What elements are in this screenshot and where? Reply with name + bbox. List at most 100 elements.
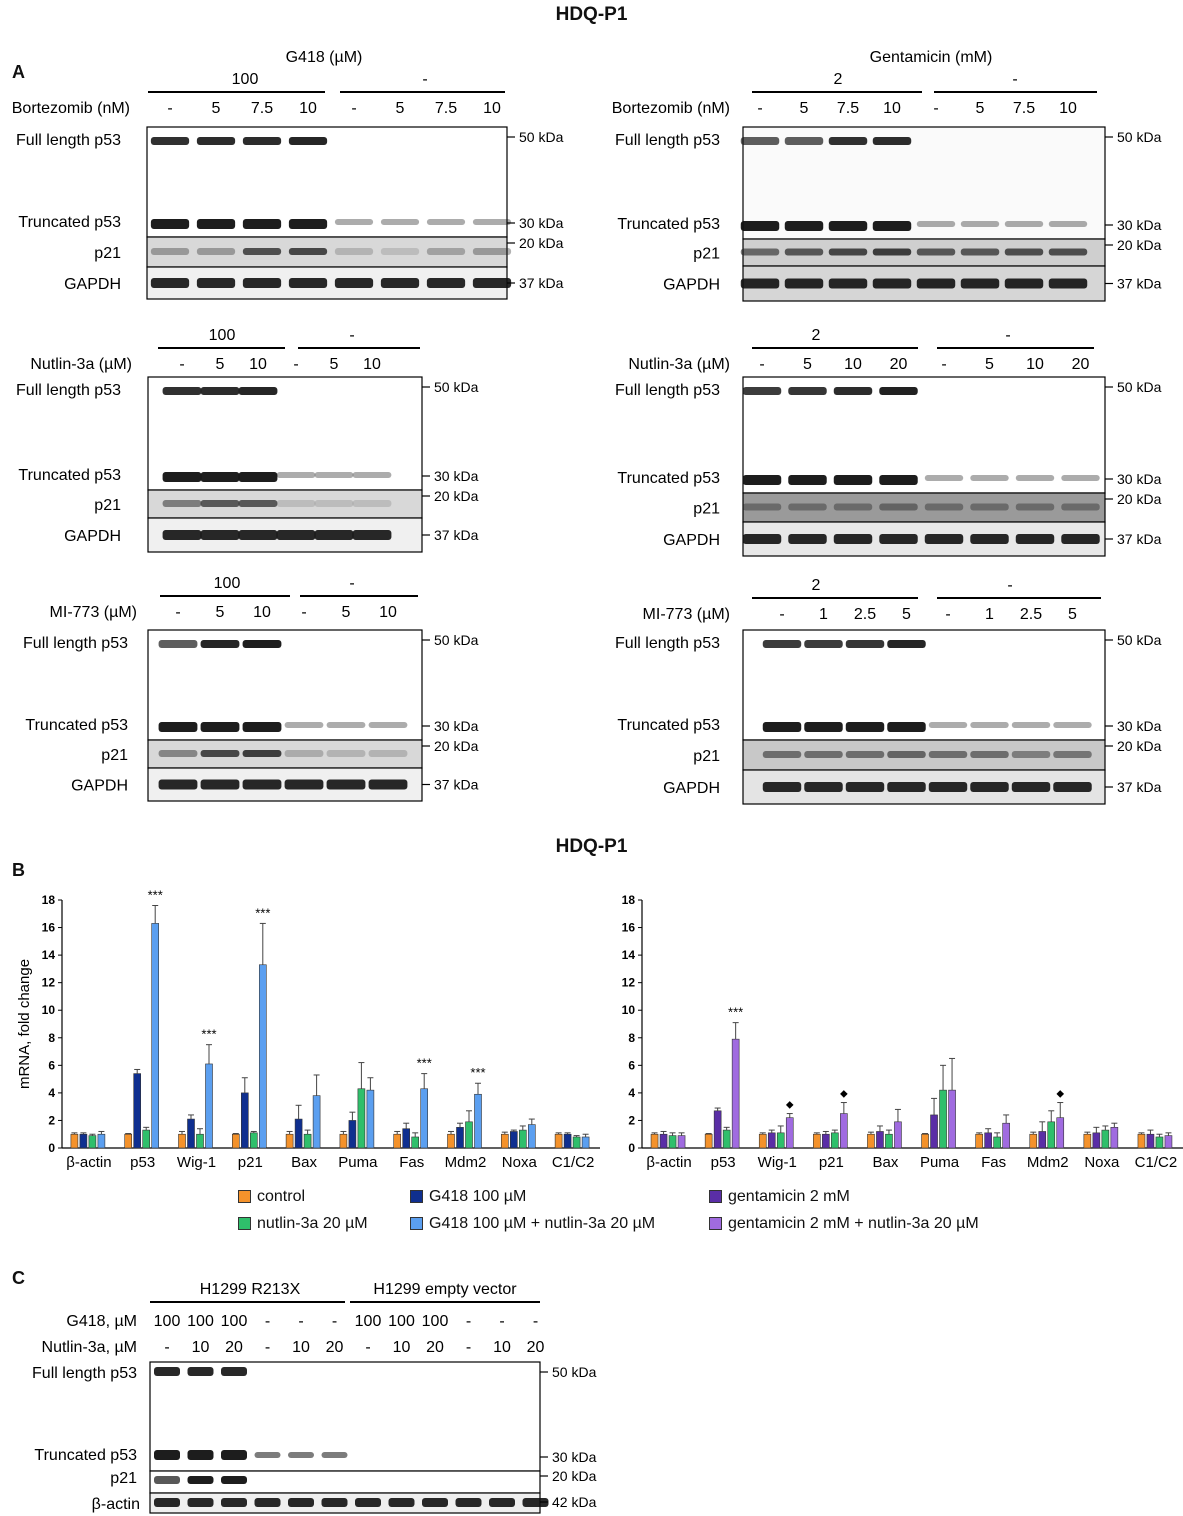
- lane-label: 10: [393, 1339, 411, 1356]
- bar: [474, 1093, 482, 1149]
- significance-mark: ***: [417, 1056, 432, 1071]
- kda-label: 30 kDa: [1117, 718, 1162, 734]
- y-tick-label: 16: [42, 921, 56, 935]
- bar: [921, 1133, 929, 1149]
- kda-label: 30 kDa: [519, 215, 564, 231]
- blot-p21: [742, 492, 1106, 523]
- lane-label: -: [779, 606, 784, 623]
- band-truncated: [200, 722, 240, 732]
- group-title: H1299 R213X: [200, 1281, 301, 1298]
- chart-g418-mrna: 0 2 4 6 8 10 12 14 16 18 mRNA, fold change β-actin p…: [16, 888, 600, 1171]
- lane-label: 10: [844, 356, 862, 373]
- western-blot-panel-c: H1299 R213X H1299 empty vector G418, µM Nut…: [32, 1281, 597, 1514]
- treatment-label: MI-773 (µM): [50, 604, 137, 621]
- band-loading: [368, 779, 408, 790]
- lane-label: 5: [216, 356, 225, 373]
- band-p21: [872, 248, 912, 256]
- bar: [527, 1124, 536, 1149]
- kda-label: 37 kDa: [1117, 531, 1162, 547]
- x-tick-label: p21: [819, 1154, 844, 1171]
- band-p21: [887, 751, 926, 758]
- bar: [312, 1095, 321, 1149]
- kda-label: 42 kDa: [552, 1494, 597, 1510]
- band-full-length: [879, 387, 918, 395]
- band-full-length: [762, 640, 802, 648]
- blot-p53: [742, 126, 1106, 240]
- band-truncated: [242, 219, 282, 229]
- band-full-length: [828, 137, 868, 145]
- band-loading: [970, 534, 1009, 544]
- bar: [939, 1089, 947, 1149]
- y-tick-label: 0: [628, 1141, 635, 1155]
- band-loading: [388, 1498, 415, 1507]
- bar: [1047, 1121, 1056, 1149]
- bar: [124, 1133, 132, 1149]
- lane-label: 5: [803, 356, 812, 373]
- bar: [930, 1114, 938, 1149]
- band-loading: [804, 782, 843, 792]
- legend-item-g418: G418 100 µM: [410, 1188, 526, 1206]
- group-value: 100: [232, 71, 259, 88]
- treatment-label: Nutlin-3a (µM): [628, 356, 730, 373]
- bar: [1110, 1127, 1119, 1149]
- bar: [767, 1132, 776, 1149]
- legend-item-g418-nutlin: G418 100 µM + nutlin-3a 20 µM: [410, 1215, 655, 1233]
- x-tick-label: Fas: [399, 1154, 424, 1171]
- bar: [581, 1136, 590, 1149]
- lane-label: 100: [154, 1313, 181, 1330]
- band-loading: [196, 278, 236, 288]
- bar: [572, 1136, 581, 1149]
- x-tick-label: Wig-1: [177, 1154, 216, 1171]
- band-loading: [242, 278, 282, 288]
- blot-p21: [147, 739, 423, 769]
- row-label-full-length: Full length p53: [16, 382, 121, 399]
- lane-label: 7.5: [1013, 100, 1035, 117]
- bar: [731, 1038, 740, 1149]
- band-p21: [928, 751, 968, 758]
- band-p21: [368, 750, 408, 757]
- treatment-label-g418: G418, µM: [66, 1313, 137, 1330]
- band-p21: [970, 751, 1009, 758]
- band-truncated: [1015, 475, 1055, 481]
- x-tick-label: Puma: [338, 1154, 378, 1171]
- band-truncated: [352, 472, 392, 478]
- band-p21: [879, 503, 918, 511]
- blot-p53: [742, 376, 1106, 494]
- band-truncated: [872, 221, 912, 231]
- band-truncated: [254, 1452, 281, 1458]
- bar: [97, 1133, 106, 1149]
- legend-label: control: [257, 1188, 306, 1205]
- row-label-full-length: Full length p53: [615, 132, 720, 149]
- row-label-p21: p21: [94, 497, 121, 514]
- band-p21: [314, 500, 354, 507]
- band-truncated: [242, 722, 282, 732]
- band-loading: [314, 530, 354, 540]
- band-p21: [154, 1476, 180, 1484]
- y-tick-label: 8: [628, 1031, 635, 1045]
- bar: [1056, 1117, 1065, 1149]
- x-tick-label: Puma: [920, 1154, 960, 1171]
- bar: [975, 1133, 983, 1149]
- band-full-length: [158, 640, 198, 648]
- kda-label: 37 kDa: [434, 527, 479, 543]
- significance-mark: ◆: [840, 1089, 848, 1100]
- bar: [348, 1120, 357, 1149]
- band-truncated: [970, 475, 1009, 481]
- y-tick-label: 2: [48, 1113, 55, 1127]
- band-truncated: [740, 221, 780, 231]
- group-value: -: [422, 71, 427, 88]
- significance-mark: ***: [201, 1027, 216, 1042]
- band-p21: [1053, 751, 1092, 758]
- bar: [1146, 1133, 1155, 1149]
- band-p21: [242, 248, 282, 255]
- band-loading: [522, 1498, 549, 1507]
- band-truncated: [314, 472, 354, 478]
- lane-label: 20: [225, 1339, 243, 1356]
- group-value: -: [1007, 577, 1012, 594]
- bar: [822, 1133, 830, 1149]
- kda-label: 50 kDa: [434, 379, 479, 395]
- row-label-loading: GAPDH: [663, 780, 720, 797]
- row-label-truncated: Truncated p53: [617, 216, 720, 233]
- band-p21: [196, 248, 236, 255]
- band-p21: [284, 750, 324, 757]
